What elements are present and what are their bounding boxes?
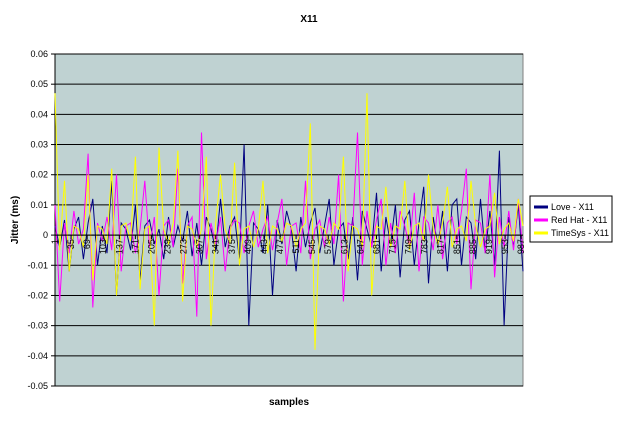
x-tick-label: 341: [211, 239, 221, 254]
x-tick-label: 783: [420, 239, 430, 254]
x-tick-label: 409: [243, 239, 253, 254]
x-tick-label: 919: [484, 239, 494, 254]
series-line: [54, 93, 524, 350]
x-tick-label: 749: [404, 239, 414, 254]
x-tick-label: 103: [98, 239, 108, 254]
y-tick-label: 0.01: [30, 200, 48, 210]
x-tick-label: 35: [66, 239, 76, 249]
x-tick-label: 1: [50, 239, 60, 244]
x-tick-label: 953: [500, 239, 510, 254]
x-tick-label: 239: [163, 239, 173, 254]
x-tick-label: 681: [371, 239, 381, 254]
x-tick-label: 273: [179, 239, 189, 254]
y-tick-label: -0.01: [27, 260, 48, 270]
x-tick-label: 375: [227, 239, 237, 254]
x-tick-label: 613: [339, 239, 349, 254]
x-tick-label: 511: [291, 239, 301, 253]
y-tick-label: 0.02: [30, 170, 48, 180]
legend-label: TimeSys - X11: [551, 228, 609, 238]
x-tick-label: 443: [259, 239, 269, 254]
y-tick-label: -0.02: [27, 290, 48, 300]
chart-title: X11: [300, 14, 318, 25]
x-tick-label: 477: [275, 239, 285, 254]
y-tick-label: 0.04: [30, 109, 48, 119]
legend-label: Love - X11: [551, 202, 594, 212]
x-tick-label: 715: [388, 239, 398, 254]
legend-label: Red Hat - X11: [551, 215, 607, 225]
y-tick-label: -0.03: [27, 321, 48, 331]
series-line: [54, 132, 524, 317]
y-axis-label: Jitter (ms): [10, 196, 21, 244]
y-tick-label: 0: [43, 230, 48, 240]
x-axis-label: samples: [269, 397, 309, 408]
x-tick-label: 851: [452, 239, 462, 254]
x-tick-label: 137: [114, 239, 124, 254]
legend: Love - X11 Red Hat - X11 TimeSys - X11: [529, 195, 613, 243]
x-tick-label: 171: [130, 239, 140, 254]
x-tick-label: 545: [307, 239, 317, 254]
x-tick-label: 205: [146, 239, 156, 254]
x-tick-label: 987: [516, 239, 526, 254]
y-tick-label: 0.05: [30, 79, 48, 89]
y-tick-label: -0.04: [27, 351, 48, 361]
x-tick-label: 885: [468, 239, 478, 254]
x-tick-label: 579: [323, 239, 333, 254]
x-tick-label: 307: [195, 239, 205, 254]
y-tick-label: -0.05: [27, 381, 48, 391]
x-tick-label: 817: [436, 239, 446, 254]
x-tick-label: 69: [82, 239, 92, 249]
y-tick-label: 0.03: [30, 140, 48, 150]
x-tick-label: 647: [355, 239, 365, 254]
y-tick-label: 0.06: [30, 49, 48, 59]
